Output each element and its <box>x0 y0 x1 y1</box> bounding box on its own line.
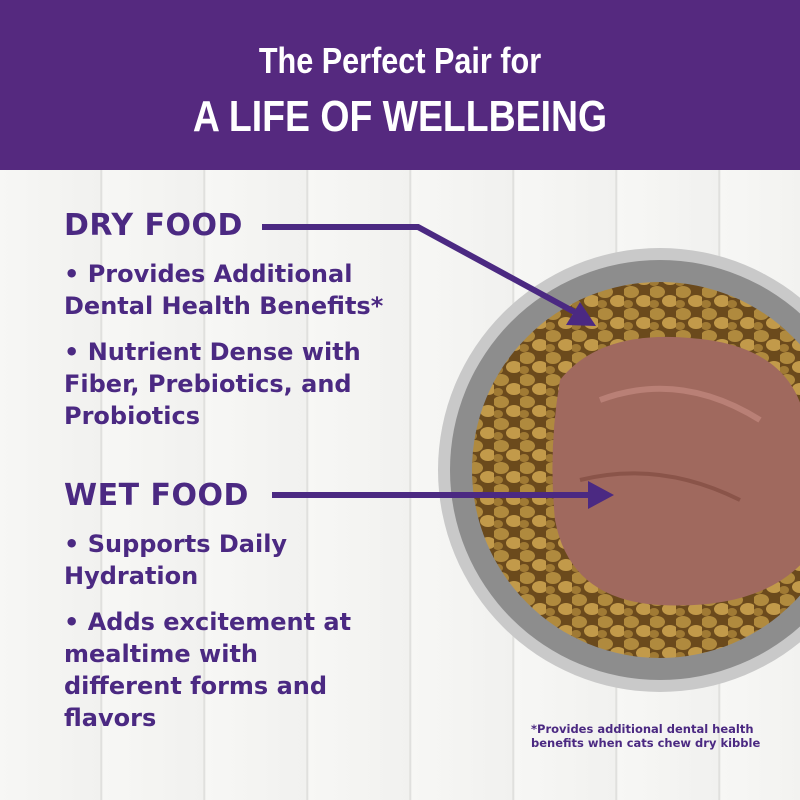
dry-bullet-1: • Provides Additional Dental Health Bene… <box>64 260 384 320</box>
dry-food-arrow <box>262 224 582 318</box>
wet-food-pate <box>552 336 800 606</box>
dry-bullet-2: • Nutrient Dense with Fiber, Prebiotics,… <box>64 338 361 430</box>
wet-food-heading: WET FOOD <box>64 478 249 513</box>
wet-bullet-2: • Adds excitement at mealtime with diffe… <box>64 608 352 732</box>
header-subtitle: The Perfect Pair for <box>258 40 542 81</box>
wet-bullet-1: • Supports Daily Hydration <box>64 530 288 590</box>
header-title: A LIFE OF WELLBEING <box>192 92 608 141</box>
dry-arrow-head <box>566 302 596 326</box>
wet-arrow-head <box>588 481 614 509</box>
header-banner: The Perfect Pair for A LIFE OF WELLBEING <box>0 0 800 170</box>
footnote: *Provides additional dental health benef… <box>531 722 761 750</box>
dry-food-heading: DRY FOOD <box>64 208 243 243</box>
